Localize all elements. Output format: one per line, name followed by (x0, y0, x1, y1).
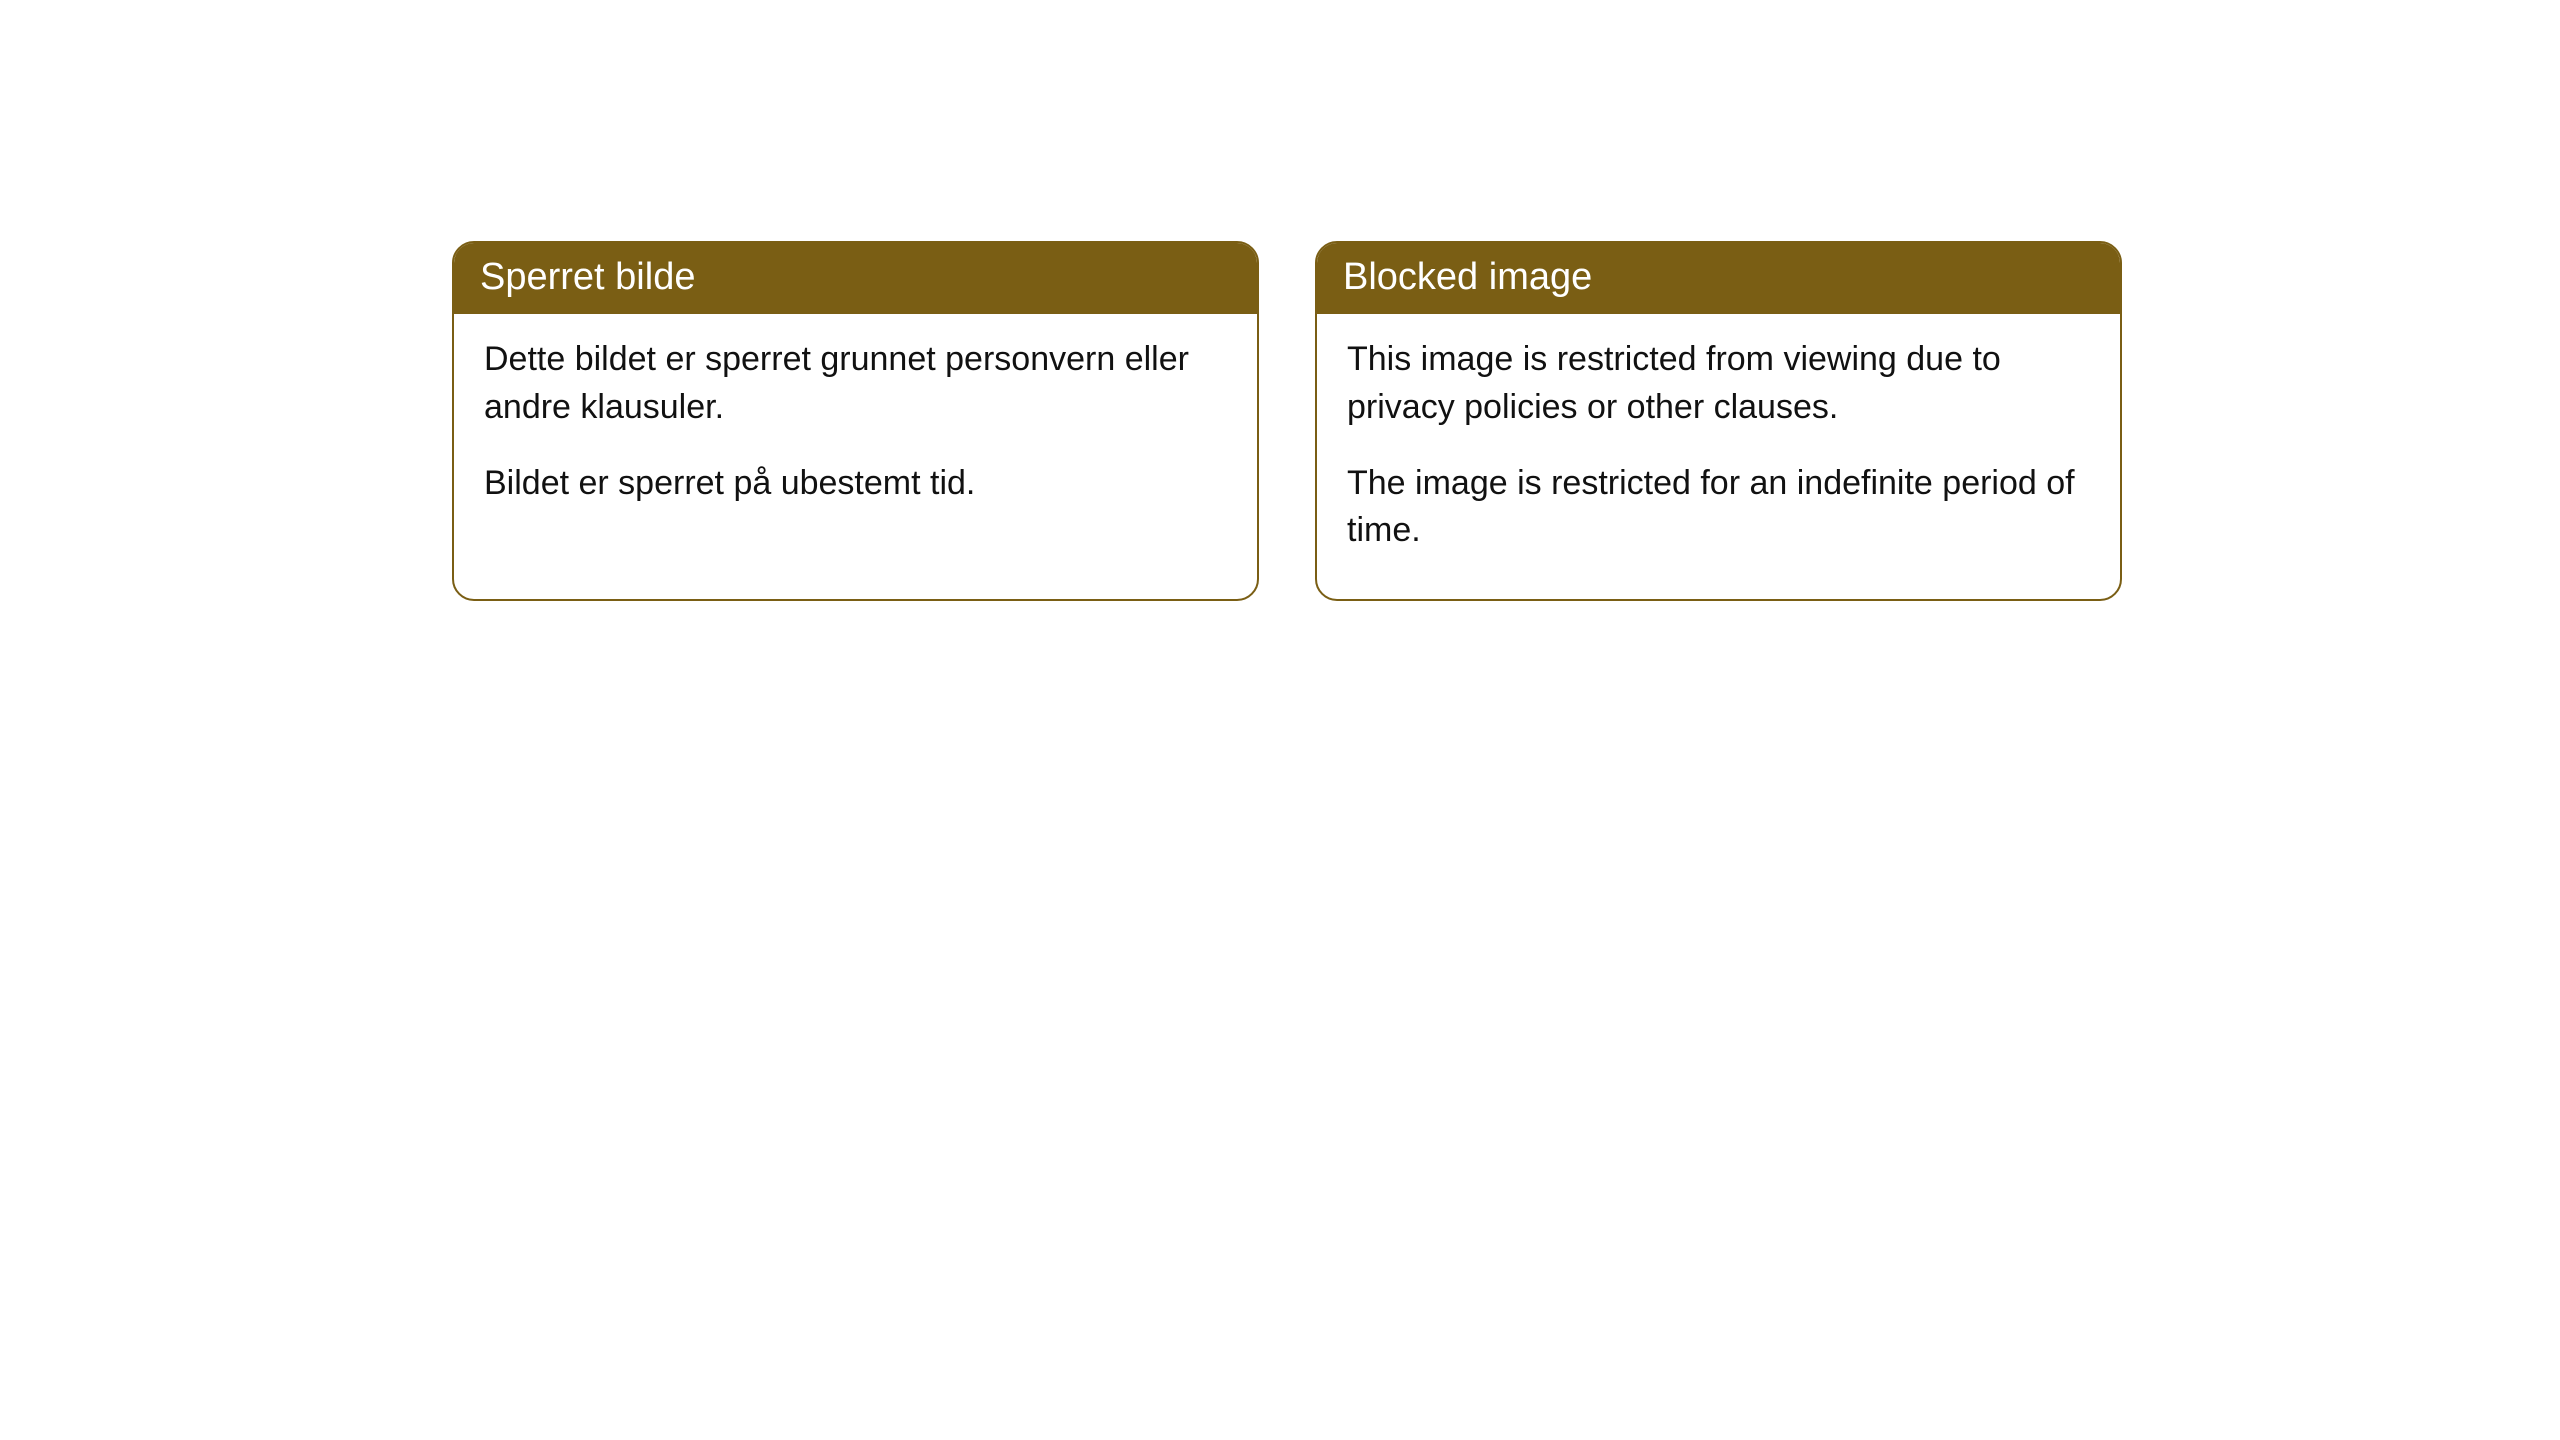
card-body: This image is restricted from viewing du… (1317, 314, 2120, 598)
card-paragraph: The image is restricted for an indefinit… (1347, 460, 2090, 555)
card-body: Dette bildet er sperret grunnet personve… (454, 314, 1257, 551)
card-paragraph: This image is restricted from viewing du… (1347, 336, 2090, 431)
card-paragraph: Bildet er sperret på ubestemt tid. (484, 460, 1227, 508)
card-paragraph: Dette bildet er sperret grunnet personve… (484, 336, 1227, 431)
notice-container: Sperret bilde Dette bildet er sperret gr… (0, 0, 2560, 601)
card-title: Blocked image (1317, 243, 2120, 314)
notice-card-english: Blocked image This image is restricted f… (1315, 241, 2122, 601)
card-title: Sperret bilde (454, 243, 1257, 314)
notice-card-norwegian: Sperret bilde Dette bildet er sperret gr… (452, 241, 1259, 601)
